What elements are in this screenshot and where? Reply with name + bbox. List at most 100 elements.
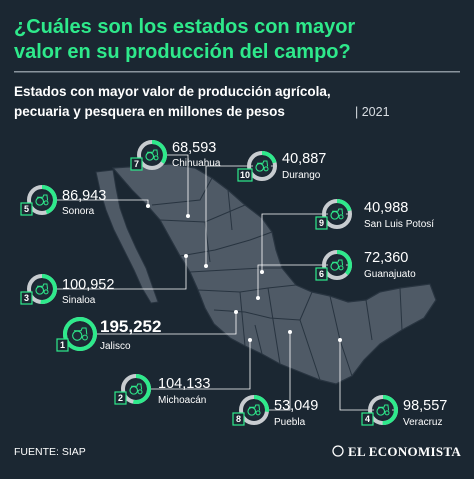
value-label-8: 53,049 (274, 398, 318, 414)
tractor-icon (374, 401, 392, 419)
rank-badge-5: 5 (20, 202, 33, 216)
rank-badge-box (361, 412, 374, 426)
ring-fill (336, 199, 352, 212)
rank-number: 10 (240, 170, 250, 180)
connector-dot-8 (288, 330, 292, 334)
connector-dot-7 (186, 214, 190, 218)
rank-number: 3 (24, 293, 29, 303)
rank-badge-3: 3 (20, 291, 33, 305)
value-label-4: 98,557 (403, 398, 447, 414)
rank-badge-4: 4 (361, 412, 374, 426)
donut-ring-4 (368, 395, 398, 425)
year-label: | 2021 (355, 105, 390, 119)
donut-ring-9 (322, 199, 352, 229)
donut-ring-3 (27, 274, 57, 304)
tractor-icon (33, 280, 51, 298)
source-label: FUENTE: SIAP (14, 446, 86, 458)
connector-line-6 (257, 264, 352, 298)
value-label-9: 40,988 (364, 200, 408, 216)
donut-ring-10 (247, 151, 277, 181)
rank-badge-8: 8 (232, 412, 245, 426)
rank-badge-box (315, 267, 328, 281)
tractor-icon (33, 191, 51, 209)
connector-line-1 (97, 312, 237, 335)
rank-item-5: 5 86,943 Sonora (20, 185, 106, 217)
connector-line-2 (151, 340, 251, 390)
value-label-2: 104,133 (158, 376, 210, 392)
brand-logo: EL ECONOMISTA (332, 444, 461, 459)
state-label-10: Durango (282, 170, 321, 181)
state-label-9: San Luis Potosí (364, 219, 434, 230)
brand-name: EL ECONOMISTA (348, 444, 461, 459)
state-label-5: Sonora (62, 206, 95, 217)
rank-number: 2 (118, 393, 123, 403)
rank-item-2: 2 104,133 Michoacán (114, 374, 210, 406)
rank-number: 7 (134, 159, 139, 169)
ring-fill (151, 140, 167, 164)
connector-line-3 (57, 256, 187, 290)
rank-item-3: 3 100,952 Sinaloa (20, 274, 114, 306)
state-label-3: Sinaloa (62, 295, 96, 306)
rank-badge-box (232, 412, 245, 426)
title-line-1: ¿Cuáles son los estados con mayor (14, 16, 355, 38)
connector-dot-10 (204, 264, 208, 268)
state-label-4: Veracruz (403, 417, 442, 428)
rank-badge-10: 10 (237, 168, 253, 182)
state-label-7: Chihuahua (172, 158, 221, 169)
donut-ring-2 (121, 374, 151, 404)
state-label-1: Jalisco (100, 341, 131, 352)
tractor-icon (328, 256, 346, 274)
connector-line-8 (269, 332, 291, 411)
tractor-icon (69, 323, 91, 345)
rank-item-1: 1 195,252 Jalisco (56, 317, 161, 352)
rank-number: 9 (319, 218, 324, 228)
donut-ring-5 (27, 185, 57, 215)
ring-fill (382, 395, 398, 425)
ring-fill (261, 151, 277, 164)
donut-ring-7 (137, 140, 167, 170)
tractor-icon (143, 146, 161, 164)
connector-dot-5 (146, 204, 150, 208)
tractor-icon (253, 157, 271, 175)
tractor-icon (328, 205, 346, 223)
rank-badge-box (20, 291, 33, 305)
state-label-6: Guanajuato (364, 269, 416, 280)
donut-ring-6 (322, 250, 352, 280)
connector-dot-1 (234, 310, 238, 314)
rank-badge-9: 9 (315, 216, 328, 230)
value-label-1: 195,252 (100, 317, 161, 336)
value-label-3: 100,952 (62, 277, 114, 293)
map-baja-california (95, 169, 159, 304)
tractor-icon (127, 380, 145, 398)
rank-badge-box (114, 391, 127, 405)
rank-badge-box (130, 157, 143, 171)
title-line-2: valor en su producción del campo? (14, 41, 351, 63)
state-label-2: Michoacán (158, 395, 206, 406)
rank-item-8: 8 53,049 Puebla (232, 395, 318, 428)
connector-dot-6 (256, 296, 260, 300)
rank-badge-box (20, 202, 33, 216)
tractor-icon (245, 401, 263, 419)
rank-number: 1 (60, 340, 65, 350)
map-mainland (111, 163, 437, 385)
connector-dot-9 (260, 270, 264, 274)
rank-item-9: 9 40,988 San Luis Potosí (315, 199, 434, 230)
rank-number: 6 (319, 269, 324, 279)
ring-fill (253, 395, 269, 413)
connector-dot-4 (338, 338, 342, 342)
value-label-6: 72,360 (364, 250, 408, 266)
ring-fill (336, 250, 352, 276)
ranking-items: 1 195,252 Jalisco 2 104,133 Michoacán 3 100,952… (20, 140, 447, 428)
connectors (57, 154, 398, 411)
rank-number: 8 (236, 414, 241, 424)
rank-badge-box (237, 168, 253, 182)
rank-badge-7: 7 (130, 157, 143, 171)
donut-ring-1 (63, 317, 97, 351)
brand-mark-icon (332, 445, 344, 457)
rank-item-7: 7 68,593 Chihuahua (130, 140, 221, 171)
rank-badge-1: 1 (56, 338, 69, 352)
connector-dot-2 (248, 338, 252, 342)
ring-fill (132, 374, 151, 404)
